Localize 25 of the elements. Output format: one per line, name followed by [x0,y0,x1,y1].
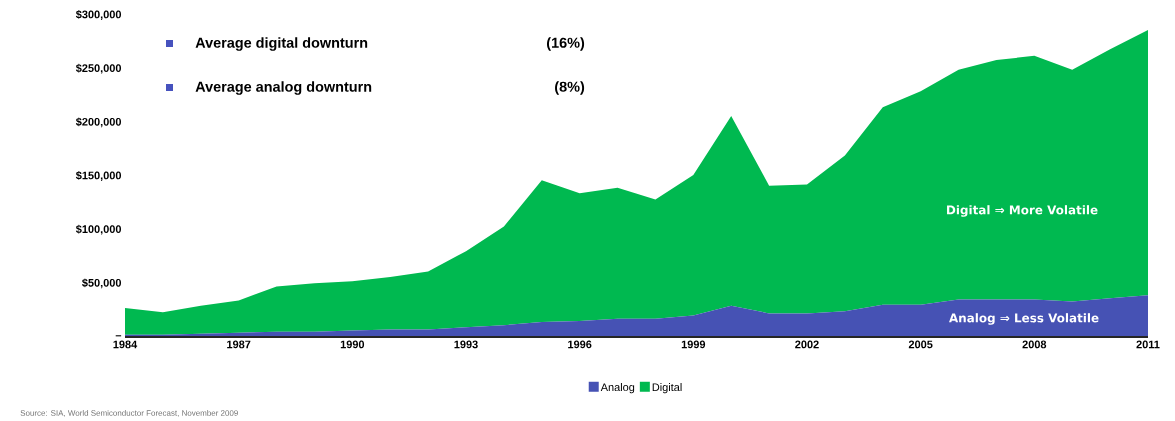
annotation: (8%) [555,81,585,95]
annotation: Digital ⇒ More Volatile [947,205,1098,217]
legend-label: Analog [600,383,635,394]
x-tick-label: 2005 [908,340,933,349]
y-tick-label: $300,000 [75,10,122,20]
y-tick-label: $50,000 [82,278,122,289]
x-tick-label: 2002 [795,340,819,349]
legend-label: Digital [652,383,682,394]
annotation: (16%) [547,37,585,51]
x-tick-label: 1990 [340,340,365,349]
x-tick-label: 2008 [1022,340,1047,349]
annotation: Average digital downturn [195,37,368,51]
x-tick-label: 1984 [113,340,138,349]
x-tick-label: 1999 [681,340,706,349]
y-tick-label: $150,000 [75,171,122,181]
x-tick-label: 1996 [568,340,592,349]
annotation: Average analog downturn [195,81,372,95]
annotation: Analog ⇒ Less Volatile [949,313,1099,325]
y-tick-label: $250,000 [75,63,122,74]
x-tick-label: 2011 [1136,340,1160,349]
y-tick-label: – [115,335,122,337]
x-tick-label: 1993 [454,340,478,349]
x-tick-label: 1987 [227,340,251,349]
y-tick-label: $200,000 [75,117,122,128]
y-tick-label: $100,000 [75,224,122,235]
